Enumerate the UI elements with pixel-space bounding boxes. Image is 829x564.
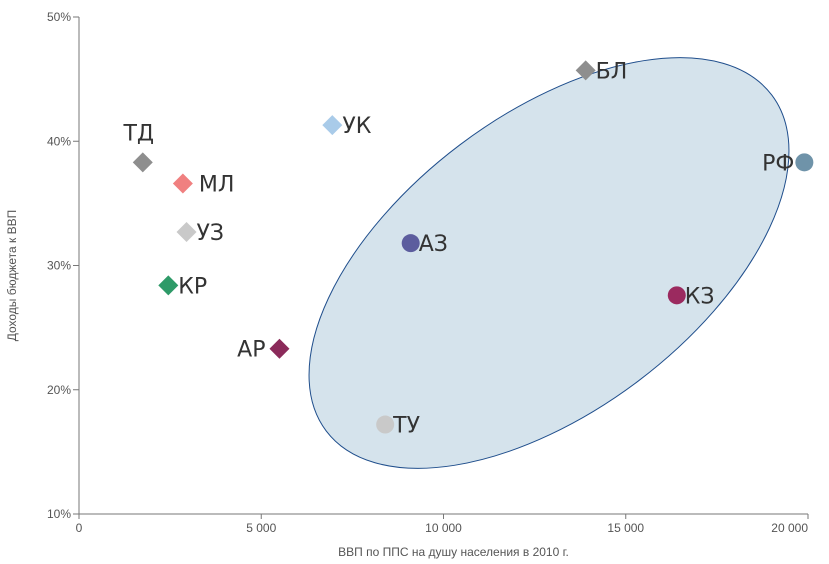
x-tick-label: 0: [76, 521, 83, 535]
point-9-label: КЗ: [685, 284, 715, 309]
highlight-ellipse: [308, 57, 790, 469]
point-1-label: УК: [342, 114, 371, 139]
point-5-label: КР: [178, 274, 207, 299]
point-9-circle-marker: [667, 286, 686, 305]
point-10-label: ТУ: [392, 414, 420, 439]
point-3-diamond-marker: [172, 173, 193, 194]
point-6-diamond-marker: [269, 338, 290, 359]
point-1-diamond-marker: [322, 115, 343, 136]
point-6-label: АР: [237, 338, 265, 363]
point-0-diamond-marker: [575, 60, 596, 81]
point-7-label: РФ: [762, 151, 794, 176]
point-2-diamond-marker: [132, 152, 153, 173]
y-tick-label: 30%: [47, 259, 71, 273]
point-7-circle-marker: [795, 153, 814, 172]
y-tick-label: 50%: [47, 10, 71, 24]
point-2-label: ТД: [122, 121, 154, 146]
point-4-diamond-marker: [176, 221, 197, 242]
point-5-diamond-marker: [158, 275, 179, 296]
point-10-circle-marker: [376, 415, 395, 434]
y-axis-title: Доходы бюджета к ВВП: [5, 210, 19, 342]
y-tick-label: 40%: [47, 134, 71, 148]
point-0-label: БЛ: [596, 59, 628, 84]
x-tick-label: 20 000: [771, 521, 808, 535]
point-8-label: АЗ: [419, 232, 448, 257]
x-tick-label: 10 000: [425, 521, 462, 535]
x-tick-label: 5 000: [246, 521, 276, 535]
point-3-label: МЛ: [199, 172, 235, 197]
y-tick-label: 10%: [47, 507, 71, 521]
point-8-circle-marker: [401, 234, 420, 253]
point-4-label: УЗ: [197, 221, 225, 246]
x-axis-title: ВВП по ППС на душу населения в 2010 г.: [338, 545, 569, 559]
x-tick-label: 15 000: [607, 521, 644, 535]
y-tick-label: 20%: [47, 383, 71, 397]
